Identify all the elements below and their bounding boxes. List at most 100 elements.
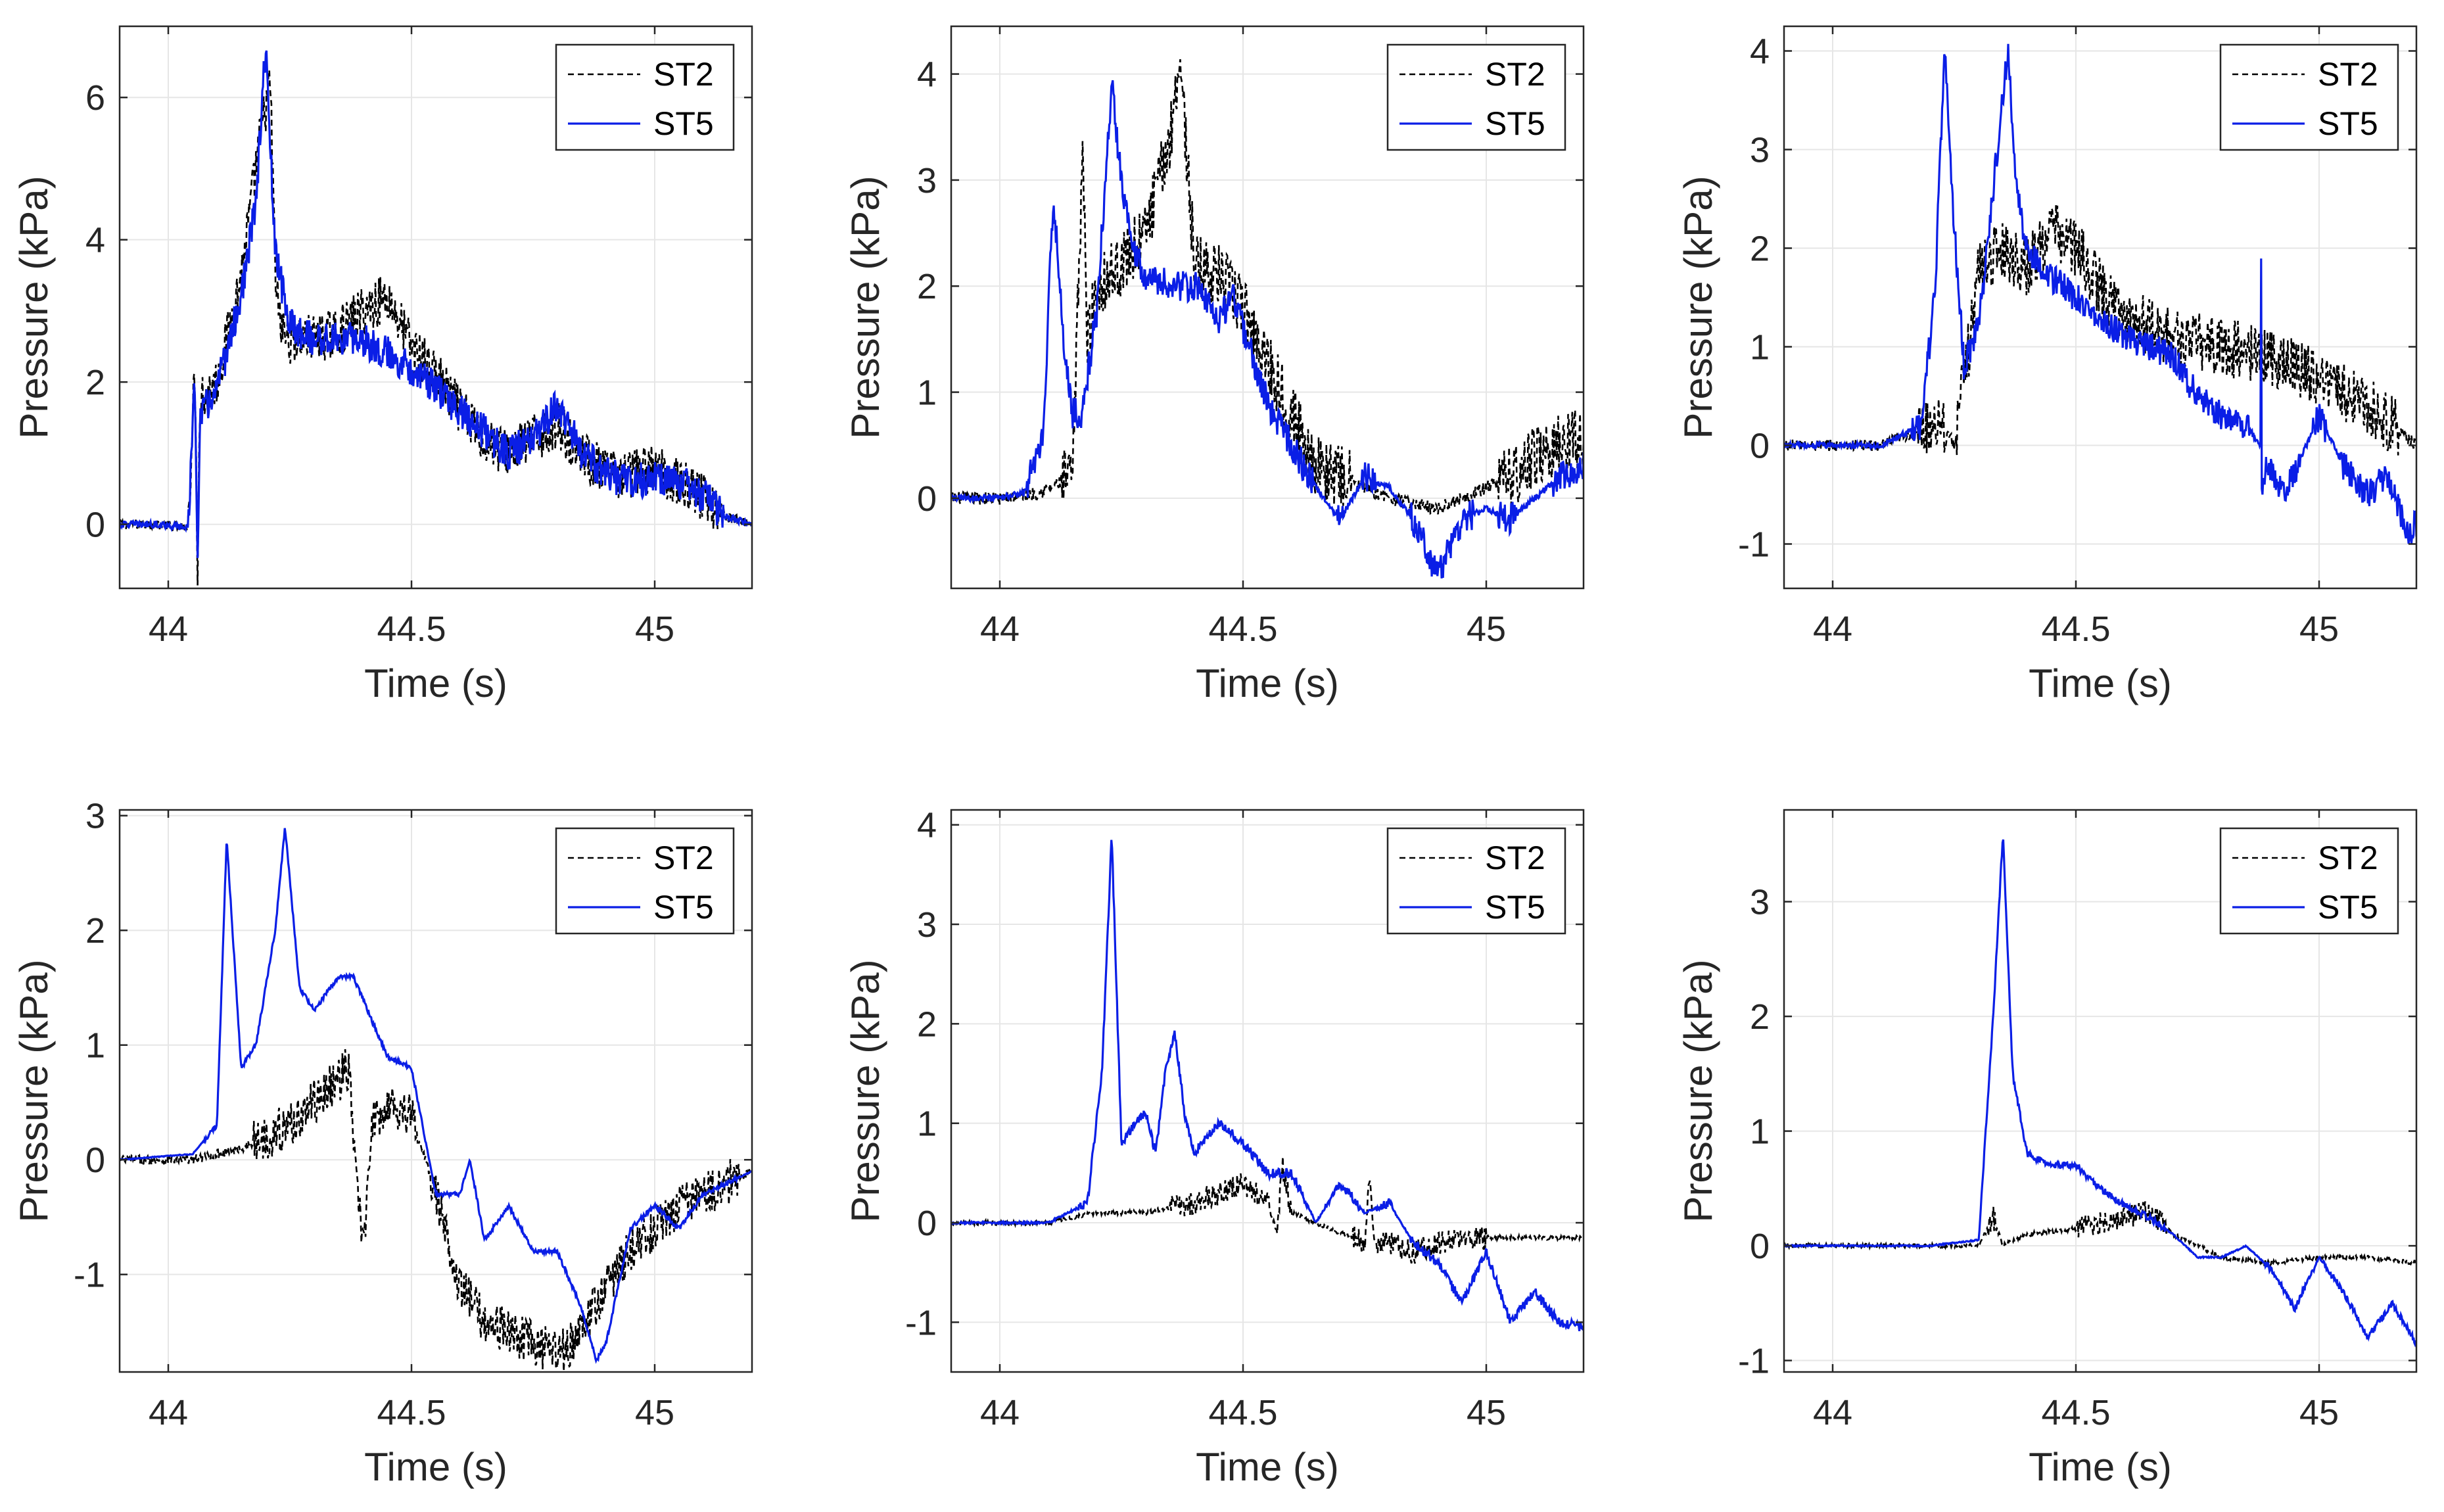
legend-label-st5: ST5	[1485, 889, 1545, 926]
x-axis-label: Time (s)	[2029, 661, 2172, 705]
y-tick-label: -1	[1738, 1342, 1770, 1381]
x-tick-label: 44	[980, 1393, 1020, 1432]
x-axis-label: Time (s)	[2029, 1445, 2172, 1489]
legend-label-st5: ST5	[2318, 889, 2378, 926]
y-tick-label: 1	[917, 1104, 937, 1144]
y-tick-label: 4	[85, 221, 105, 260]
x-tick-label: 44.5	[377, 1393, 446, 1432]
y-tick-label: -1	[74, 1256, 105, 1295]
legend-label-st2: ST2	[2318, 839, 2378, 876]
x-tick-label: 45	[2299, 1393, 2339, 1432]
series-line-st2	[120, 1049, 752, 1371]
axes-box	[118, 809, 753, 1373]
legend-label-st5: ST5	[1485, 105, 1545, 142]
legend-label-st5: ST5	[653, 105, 714, 142]
y-tick-label: 2	[1750, 997, 1770, 1037]
legend-box	[555, 827, 735, 935]
legend-label-st2: ST2	[1485, 839, 1545, 876]
y-axis-label: Pressure (kPa)	[12, 959, 56, 1222]
y-tick-label: 4	[917, 55, 937, 95]
x-tick-label: 44	[980, 609, 1020, 649]
x-tick-label: 45	[635, 609, 674, 649]
axes-box	[1783, 809, 2418, 1373]
legend-label-st2: ST2	[653, 839, 714, 876]
x-tick-label: 44	[1813, 609, 1852, 649]
y-tick-label: 3	[1750, 131, 1770, 170]
y-axis-label: Pressure (kPa)	[12, 176, 56, 438]
x-tick-label: 44.5	[2041, 609, 2110, 649]
x-axis-label: Time (s)	[1196, 661, 1339, 705]
series-line-st5	[951, 839, 1584, 1331]
y-tick-label: 6	[85, 78, 105, 118]
legend-label-st5: ST5	[653, 889, 714, 926]
y-tick-label: 1	[85, 1026, 105, 1066]
y-tick-label: 3	[1750, 883, 1770, 922]
legend-box	[555, 43, 735, 151]
y-tick-label: 1	[1750, 328, 1770, 367]
y-tick-label: 4	[917, 806, 937, 845]
series-line-st2	[951, 59, 1584, 515]
legend-label-st2: ST2	[2318, 56, 2378, 93]
series-line-st2	[951, 1156, 1584, 1264]
y-axis-label: Pressure (kPa)	[1676, 176, 1720, 438]
legend-box	[2219, 43, 2399, 151]
y-tick-label: 0	[1750, 1227, 1770, 1266]
axes-box	[1783, 25, 2418, 590]
legend-box	[1386, 827, 1566, 935]
series-line-st5	[951, 80, 1584, 579]
legend-label-st5: ST5	[2318, 105, 2378, 142]
x-tick-label: 45	[1467, 1393, 1506, 1432]
chart-panel-3: 44 44.5 45 -1 0 1 2 3 4 Time (s) Pressure (kPa) ST2…	[1676, 25, 2418, 705]
x-tick-label: 44	[149, 609, 188, 649]
y-tick-label: 2	[917, 1004, 937, 1044]
y-tick-label: 2	[85, 911, 105, 951]
legend-label-st2: ST2	[653, 56, 714, 93]
x-tick-label: 44	[149, 1393, 188, 1432]
axes-box	[950, 25, 1585, 590]
x-tick-label: 44.5	[1208, 1393, 1277, 1432]
series-line-st5	[120, 828, 752, 1364]
y-tick-label: 3	[917, 905, 937, 945]
x-tick-label: 44.5	[377, 609, 446, 649]
legend-box	[2219, 827, 2399, 935]
series-line-st5	[120, 50, 752, 558]
y-tick-label: 2	[917, 267, 937, 306]
x-axis-label: Time (s)	[364, 661, 507, 705]
x-tick-label: 45	[1467, 609, 1506, 649]
x-tick-label: 44	[1813, 1393, 1852, 1432]
y-axis-label: Pressure (kPa)	[843, 176, 887, 438]
y-tick-label: 3	[917, 161, 937, 201]
y-tick-label: 1	[917, 373, 937, 413]
y-tick-label: -1	[1738, 525, 1770, 565]
y-tick-label: 2	[1750, 229, 1770, 269]
x-tick-label: 45	[635, 1393, 674, 1432]
y-tick-label: 0	[85, 506, 105, 545]
x-axis-label: Time (s)	[364, 1445, 507, 1489]
y-tick-label: 0	[1750, 427, 1770, 466]
y-tick-label: 4	[1750, 32, 1770, 72]
y-tick-label: 0	[917, 1204, 937, 1243]
y-axis-label: Pressure (kPa)	[843, 959, 887, 1222]
series-line-st5	[1784, 43, 2416, 544]
y-tick-label: -1	[905, 1303, 937, 1342]
y-tick-label: 3	[85, 797, 105, 836]
chart-panel-5: 44 44.5 45 -1 0 1 2 3 4 Time (s) Pressure (kPa) ST2…	[843, 806, 1585, 1489]
axes-box	[118, 25, 753, 590]
x-tick-label: 45	[2299, 609, 2339, 649]
series-line-st5	[1784, 839, 2416, 1348]
y-tick-label: 1	[1750, 1112, 1770, 1152]
x-tick-label: 44.5	[2041, 1393, 2110, 1432]
y-tick-label: 0	[917, 479, 937, 519]
y-tick-label: 0	[85, 1141, 105, 1180]
